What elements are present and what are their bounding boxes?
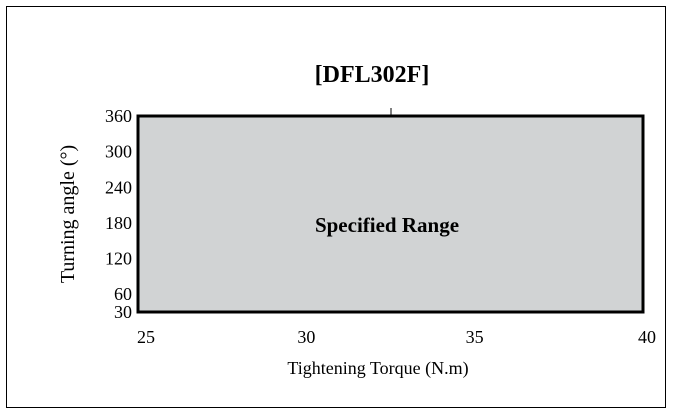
y-tick-label: 60 [114, 284, 132, 304]
y-tick-label: 120 [105, 249, 132, 269]
specified-range-region [136, 114, 645, 314]
x-tick-label: 35 [466, 327, 484, 347]
x-tick-label: 40 [638, 327, 656, 347]
x-tick-label: 25 [137, 327, 155, 347]
y-tick-label: 30 [114, 302, 132, 322]
region-label: Specified Range [315, 213, 459, 237]
x-tick-label: 30 [297, 327, 315, 347]
y-tick-label: 360 [105, 106, 132, 126]
y-tick-label: 240 [105, 177, 132, 197]
y-tick-label: 180 [105, 213, 132, 233]
x-tick-labels: 25 30 35 40 [137, 327, 656, 347]
chart-title: [DFL302F] [315, 62, 430, 88]
y-axis-label: Turning angle (°) [57, 145, 79, 283]
y-tick-label: 300 [105, 142, 132, 162]
x-axis-label: Tightening Torque (N.m) [287, 358, 468, 379]
